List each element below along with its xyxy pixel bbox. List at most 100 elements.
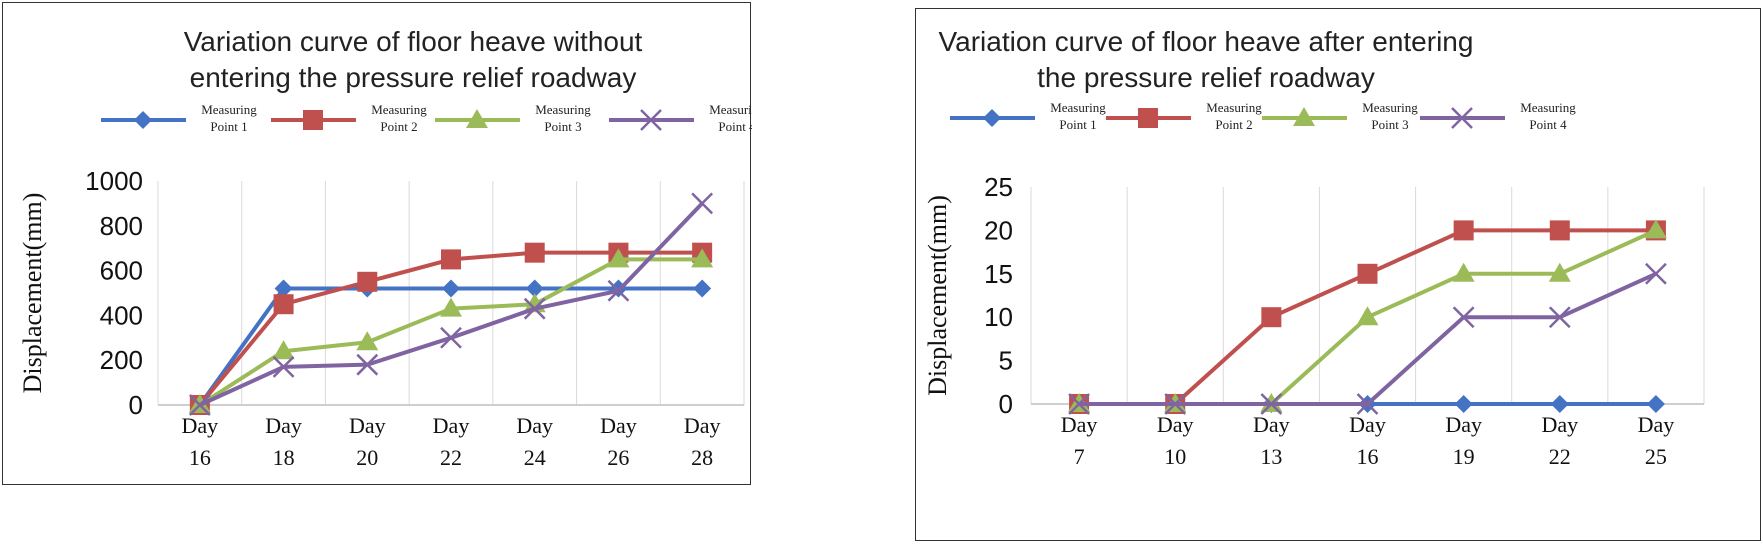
floor-heave-chart-after-relief: Variation curve of floor heave after ent… (923, 26, 1705, 469)
chart2-x-tick-7-1: Day (1638, 412, 1675, 437)
chart2-series-4-point-5 (1452, 306, 1475, 329)
chart1-series-1-point-5 (525, 279, 544, 298)
chart2-x-tick-1-1: Day (1061, 412, 1098, 437)
chart1-legend-entry-4: Measuring Point 4 (609, 102, 752, 134)
chart2-y-tick-3: 15 (984, 259, 1013, 289)
chart2-legend-entry-4: Measuring Point 4 (1420, 100, 1576, 132)
chart2-y-tick-1: 5 (999, 346, 1013, 376)
chart2-series-2-point-5 (1453, 220, 1474, 241)
chart2-series-2-point-4 (1357, 263, 1378, 284)
chart2-legend-marker-3 (1293, 107, 1315, 126)
chart2-legend-label-2-2: Point 2 (1215, 117, 1252, 132)
chart1-x-tick-6-2: 26 (607, 445, 629, 470)
chart1-series-2-point-3 (357, 271, 378, 292)
chart2-title-line-1: Variation curve of floor heave after ent… (939, 26, 1474, 57)
chart2-series-2-point-3 (1261, 307, 1282, 328)
chart1-series-3-point-3 (356, 331, 379, 351)
chart2-series-4-point-3 (1260, 393, 1283, 415)
chart1-legend-label-3-2: Point 3 (544, 119, 581, 134)
chart2-x-tick-5-2: 19 (1453, 444, 1475, 469)
chart2-series-3-point-5 (1452, 262, 1475, 282)
chart2-y-tick-2: 10 (984, 302, 1013, 332)
chart1-legend-label-1-1: Measuring (201, 102, 257, 117)
chart2-series-3-point-7 (1644, 219, 1667, 239)
chart2-series-4-point-2 (1164, 393, 1187, 415)
chart1-x-tick-1-2: 16 (189, 445, 211, 470)
chart2-series-4-point-6 (1548, 306, 1571, 329)
chart1-x-tick-2-2: 18 (273, 445, 295, 470)
chart1-series-2-point-4 (441, 249, 461, 270)
chart1-legend-label-2-1: Measuring (371, 102, 427, 117)
chart2-x-tick-4-1: Day (1349, 412, 1386, 437)
chart1-x-tick-3-1: Day (349, 413, 386, 438)
chart1-legend-label-4-2: Point 4 (718, 119, 752, 134)
chart2-y-tick-4: 20 (984, 215, 1013, 245)
chart1-y-tick-4: 800 (100, 211, 143, 241)
chart1-y-tick-1: 200 (100, 345, 143, 375)
chart1-x-tick-7-1: Day (684, 413, 721, 438)
chart1-legend-entry-1: Measuring Point 1 (101, 102, 257, 134)
chart1-legend-label-4-1: Measuring (709, 102, 752, 117)
chart2-y-tick-0: 0 (999, 389, 1013, 419)
chart2-x-tick-3-2: 13 (1260, 444, 1282, 469)
chart2-x-tick-3-1: Day (1253, 412, 1290, 437)
chart2-x-tick-5-1: Day (1445, 412, 1482, 437)
chart1-x-tick-5-1: Day (516, 413, 553, 438)
chart2-series-4-line (1079, 271, 1657, 406)
chart2-x-tick-2-2: 10 (1164, 444, 1186, 469)
chart1-legend-marker-1 (134, 111, 152, 129)
chart2-series-1-point-6 (1550, 395, 1569, 413)
chart1-x-tick-6-1: Day (600, 413, 637, 438)
chart2-x-tick-6-1: Day (1541, 412, 1578, 437)
floor-heave-chart-without-relief: Variation curve of floor heave without en… (18, 26, 752, 470)
chart1-title-line-1: Variation curve of floor heave without (184, 26, 643, 57)
chart1-y-tick-0: 0 (129, 390, 143, 420)
chart2-x-tick-2-1: Day (1157, 412, 1194, 437)
chart2-legend-marker-1 (983, 109, 1001, 127)
chart2-series-4-point-1 (1068, 393, 1090, 415)
chart2-series-4-point-4 (1356, 393, 1379, 415)
chart2-series-4-markers (1068, 262, 1667, 415)
chart1-series-4-point-3 (356, 353, 379, 376)
chart2-legend-marker-4 (1451, 107, 1473, 129)
chart1-y-tick-3: 600 (100, 256, 143, 286)
chart1-y-tick-5: 1000 (85, 166, 143, 196)
chart1-series-2-point-5 (524, 242, 545, 263)
chart2-y-axis-label: Displacement(mm) (923, 195, 952, 396)
chart2-legend-entry-1: Measuring Point 1 (950, 100, 1106, 132)
chart2-series-1-point-7 (1646, 395, 1665, 413)
chart2-series-1-point-5 (1454, 395, 1473, 413)
chart1-title-line-2: entering the pressure relief roadway (190, 62, 637, 93)
chart2-legend-label-4-1: Measuring (1520, 100, 1576, 115)
chart1-series-4-point-1 (188, 394, 211, 416)
chart1-y-tick-2: 400 (100, 300, 143, 330)
chart2-x-tick-6-2: 22 (1549, 444, 1571, 469)
chart2-legend-label-1-2: Point 1 (1059, 117, 1096, 132)
chart1-series-4-markers (188, 192, 714, 416)
chart1-series-1-point-2 (274, 279, 293, 298)
chart1-y-axis-label: Displacement(mm) (18, 193, 47, 394)
chart2-x-tick-4-2: 16 (1357, 444, 1379, 469)
chart1-x-tick-5-2: 24 (524, 445, 546, 470)
chart1-series-1-point-7 (693, 279, 712, 298)
chart1-series-3-point-4 (440, 297, 462, 317)
chart1-legend-marker-2 (303, 110, 323, 130)
chart2-legend-label-3-1: Measuring (1362, 100, 1418, 115)
chart1-legend-label-3-1: Measuring (535, 102, 591, 117)
chart1-x-tick-7-2: 28 (691, 445, 713, 470)
chart2-series-3-point-6 (1548, 262, 1571, 282)
chart1-series-3-point-2 (272, 340, 295, 360)
chart2-series-2-point-6 (1549, 220, 1570, 241)
chart1-series-3-point-7 (691, 248, 714, 268)
chart1-legend-entry-3: Measuring Point 3 (435, 102, 591, 134)
chart2-legend-entry-2: Measuring Point 2 (1106, 100, 1262, 132)
chart2-series-3-markers (1068, 219, 1667, 412)
chart1-series-4-point-4 (440, 326, 462, 349)
chart2-legend-marker-2 (1138, 108, 1158, 128)
chart1-series-4-point-2 (272, 356, 295, 378)
chart1-series-4-point-5 (523, 297, 546, 320)
chart-panel-left: Variation curve of floor heave without en… (2, 2, 752, 485)
chart1-series-3-point-6 (607, 248, 630, 268)
chart1-x-tick-2-1: Day (265, 413, 302, 438)
chart1-series-2-markers (189, 242, 713, 415)
